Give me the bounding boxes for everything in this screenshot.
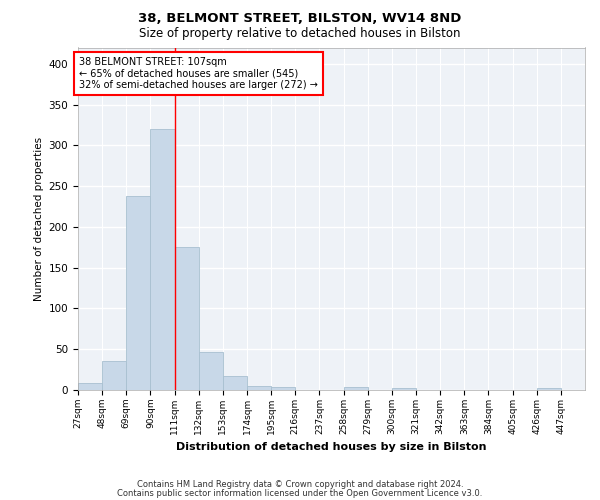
Y-axis label: Number of detached properties: Number of detached properties [34,136,44,301]
Bar [78,384,102,390]
Text: 38 BELMONT STREET: 107sqm
← 65% of detached houses are smaller (545)
32% of semi: 38 BELMONT STREET: 107sqm ← 65% of detac… [79,58,318,90]
Bar [223,376,247,390]
Bar [199,352,223,390]
Bar [126,196,151,390]
Bar [537,388,561,390]
Bar [175,248,199,390]
Text: 38, BELMONT STREET, BILSTON, WV14 8ND: 38, BELMONT STREET, BILSTON, WV14 8ND [139,12,461,26]
Bar [247,386,271,390]
Text: Size of property relative to detached houses in Bilston: Size of property relative to detached ho… [139,28,461,40]
Text: Contains HM Land Registry data © Crown copyright and database right 2024.: Contains HM Land Registry data © Crown c… [137,480,463,489]
X-axis label: Distribution of detached houses by size in Bilston: Distribution of detached houses by size … [176,442,487,452]
Bar [151,129,175,390]
Bar [392,388,416,390]
Text: Contains public sector information licensed under the Open Government Licence v3: Contains public sector information licen… [118,488,482,498]
Bar [344,386,368,390]
Bar [271,386,295,390]
Bar [102,362,126,390]
